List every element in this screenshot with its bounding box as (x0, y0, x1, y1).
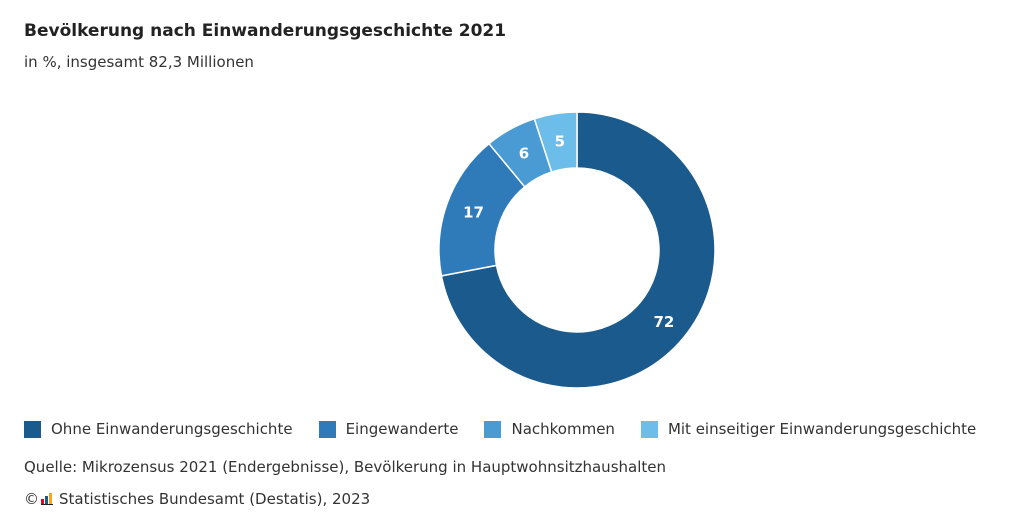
chart-title: Bevölkerung nach Einwanderungsgeschichte… (24, 21, 507, 41)
legend-label: Ohne Einwanderungsgeschichte (51, 420, 293, 438)
legend-item-0[interactable]: Ohne Einwanderungsgeschichte (24, 420, 293, 438)
donut-slice-0[interactable] (440, 111, 716, 389)
donut-data-label-0: 72 (653, 313, 674, 331)
donut-data-label-1: 17 (463, 204, 484, 222)
legend-label: Nachkommen (511, 420, 615, 438)
donut-data-label-3: 5 (555, 132, 565, 150)
chart-subtitle: in %, insgesamt 82,3 Millionen (24, 53, 254, 71)
donut-slice-3[interactable] (533, 111, 578, 173)
copyright-text: Statistisches Bundesamt (Destatis), 2023 (59, 490, 371, 508)
source-note: Quelle: Mikrozensus 2021 (Endergebnisse)… (24, 458, 666, 476)
legend-item-3[interactable]: Mit einseitiger Einwanderungsgeschichte (640, 420, 977, 438)
legend-label: Eingewanderte (345, 420, 459, 438)
donut-data-label-2: 6 (519, 145, 529, 163)
legend-swatch (640, 420, 658, 438)
legend-swatch (318, 420, 336, 438)
destatis-logo-icon (41, 493, 53, 505)
legend-item-2[interactable]: Nachkommen (484, 420, 615, 438)
legend-item-1[interactable]: Eingewanderte (318, 420, 459, 438)
legend-swatch (24, 420, 41, 438)
donut-chart: 72 17 6 5 (438, 111, 716, 389)
copyright-symbol: © (24, 490, 39, 508)
legend-swatch (484, 420, 502, 438)
chart-legend: Ohne Einwanderungsgeschichte Eingewandert… (24, 420, 1002, 438)
legend-label: Mit einseitiger Einwanderungsgeschichte (667, 420, 977, 438)
copyright-line: © Statistisches Bundesamt (Destatis), 20… (24, 490, 370, 508)
